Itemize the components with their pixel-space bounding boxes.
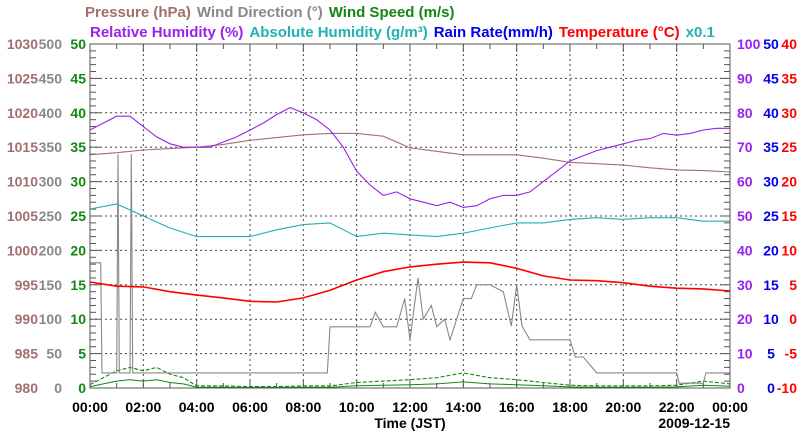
y-tick-label-wind-speed: 30 [70, 174, 86, 190]
y-tick-label-relative-humidity: 70 [737, 139, 753, 155]
y-tick-label-pressure: 1010 [7, 174, 38, 190]
x-tick-label: 14:00 [445, 399, 481, 415]
legend-row2-3: Temperature (°C) [559, 24, 680, 41]
x-tick-label: 20:00 [605, 399, 641, 415]
legend-row2-2: Rain Rate(mm/h) [434, 24, 553, 41]
series-temperature [89, 261, 731, 303]
x-tick-label: 00:00 [712, 399, 748, 415]
y-tick-label-wind-direction: 100 [39, 311, 63, 327]
y-tick-label-wind-speed: 5 [78, 346, 86, 362]
y-tick-label-temperature: 35 [781, 70, 797, 86]
y-tick-label-pressure: 1025 [7, 70, 38, 86]
legend-row2-0: Relative Humidity (%) [90, 24, 243, 41]
y-tick-label-relative-humidity: 30 [737, 277, 753, 293]
y-tick-label-pressure: 1020 [7, 105, 38, 121]
series-wind-speed-average [89, 379, 731, 388]
y-tick-label-temperature: 5 [789, 277, 797, 293]
series-relative-humidity [89, 106, 730, 208]
series-wind-speed [89, 366, 731, 388]
y-tick-label-rain-rate: 10 [763, 311, 779, 327]
y-tick-label-relative-humidity: 0 [737, 380, 745, 396]
y-tick-label-wind-direction: 450 [39, 70, 63, 86]
y-tick-label-wind-speed: 50 [70, 36, 86, 52]
legend-row2-1: Absolute Humidity (g/m³) [249, 24, 427, 41]
y-tick-label-wind-speed: 10 [70, 311, 86, 327]
y-tick-label-pressure: 990 [15, 311, 39, 327]
y-tick-label-wind-direction: 50 [46, 346, 62, 362]
y-tick-label-relative-humidity: 60 [737, 174, 753, 190]
x-axis-label: Time (JST) [374, 415, 445, 431]
legend-row1-0: Pressure (hPa) [85, 4, 191, 21]
y-tick-label-wind-speed: 45 [70, 70, 86, 86]
y-tick-label-wind-direction: 150 [39, 277, 63, 293]
y-tick-label-rain-rate: 45 [763, 70, 779, 86]
y-tick-label-temperature: 40 [781, 36, 797, 52]
y-tick-label-temperature: 10 [781, 242, 797, 258]
y-tick-label-temperature: 20 [781, 174, 797, 190]
y-tick-label-wind-speed: 25 [70, 208, 86, 224]
date-label: 2009-12-15 [658, 415, 730, 431]
legend-row2-4: x0.1 [686, 24, 715, 41]
axes: 1030102510201015101010051000995990985980… [7, 36, 797, 415]
y-tick-label-rain-rate: 0 [767, 380, 775, 396]
y-tick-label-pressure: 1005 [7, 208, 38, 224]
y-tick-label-wind-speed: 20 [70, 242, 86, 258]
y-tick-label-pressure: 995 [15, 277, 39, 293]
legend-row1-1: Wind Direction (°) [197, 4, 323, 21]
plot-frame [89, 43, 731, 389]
x-tick-label: 02:00 [125, 399, 161, 415]
y-tick-label-wind-direction: 250 [39, 208, 63, 224]
y-tick-label-wind-direction: 350 [39, 139, 63, 155]
y-tick-label-wind-direction: 0 [54, 380, 62, 396]
y-tick-label-pressure: 1000 [7, 242, 38, 258]
y-tick-label-pressure: 985 [15, 346, 39, 362]
x-tick-label: 12:00 [392, 399, 428, 415]
legend-row1-2: Wind Speed (m/s) [329, 4, 455, 21]
y-tick-label-temperature: 30 [781, 105, 797, 121]
y-tick-label-wind-direction: 200 [39, 242, 63, 258]
x-tick-label: 08:00 [285, 399, 321, 415]
y-tick-label-relative-humidity: 90 [737, 70, 753, 86]
y-tick-label-wind-speed: 15 [70, 277, 86, 293]
y-tick-label-wind-speed: 35 [70, 139, 86, 155]
y-tick-label-temperature: 0 [789, 311, 797, 327]
y-tick-label-wind-direction: 300 [39, 174, 63, 190]
y-tick-label-rain-rate: 5 [767, 346, 775, 362]
y-tick-label-temperature: 15 [781, 208, 797, 224]
y-tick-label-rain-rate: 50 [763, 36, 779, 52]
y-tick-label-wind-direction: 400 [39, 105, 63, 121]
y-tick-label-relative-humidity: 40 [737, 242, 753, 258]
y-tick-label-temperature: 25 [781, 139, 797, 155]
y-tick-label-rain-rate: 35 [763, 139, 779, 155]
x-tick-label: 10:00 [339, 399, 375, 415]
series-wind-direction [90, 154, 730, 384]
x-tick-label: 16:00 [499, 399, 535, 415]
y-tick-label-temperature: -10 [777, 380, 797, 396]
y-tick-label-relative-humidity: 50 [737, 208, 753, 224]
x-tick-label: 22:00 [659, 399, 695, 415]
y-tick-label-pressure: 1015 [7, 139, 38, 155]
y-tick-label-relative-humidity: 100 [737, 36, 761, 52]
y-tick-label-wind-direction: 500 [39, 36, 63, 52]
y-tick-label-temperature: -5 [785, 346, 798, 362]
y-tick-label-rain-rate: 30 [763, 174, 779, 190]
y-tick-label-rain-rate: 20 [763, 242, 779, 258]
y-tick-label-wind-speed: 40 [70, 105, 86, 121]
y-tick-label-rain-rate: 40 [763, 105, 779, 121]
series-absolute-humidity-x0-1 [89, 203, 730, 238]
y-tick-label-relative-humidity: 80 [737, 105, 753, 121]
x-tick-label: 06:00 [232, 399, 268, 415]
y-tick-label-wind-speed: 0 [78, 380, 86, 396]
y-tick-label-rain-rate: 25 [763, 208, 779, 224]
y-tick-label-relative-humidity: 20 [737, 311, 753, 327]
x-tick-label: 00:00 [72, 399, 108, 415]
y-tick-label-pressure: 1030 [7, 36, 38, 52]
x-tick-label: 04:00 [179, 399, 215, 415]
x-tick-label: 18:00 [552, 399, 588, 415]
y-tick-label-relative-humidity: 10 [737, 346, 753, 362]
y-tick-label-pressure: 980 [15, 380, 39, 396]
legend: Pressure (hPa) Wind Direction (°) Wind Spe… [85, 4, 715, 41]
y-tick-label-rain-rate: 15 [763, 277, 779, 293]
